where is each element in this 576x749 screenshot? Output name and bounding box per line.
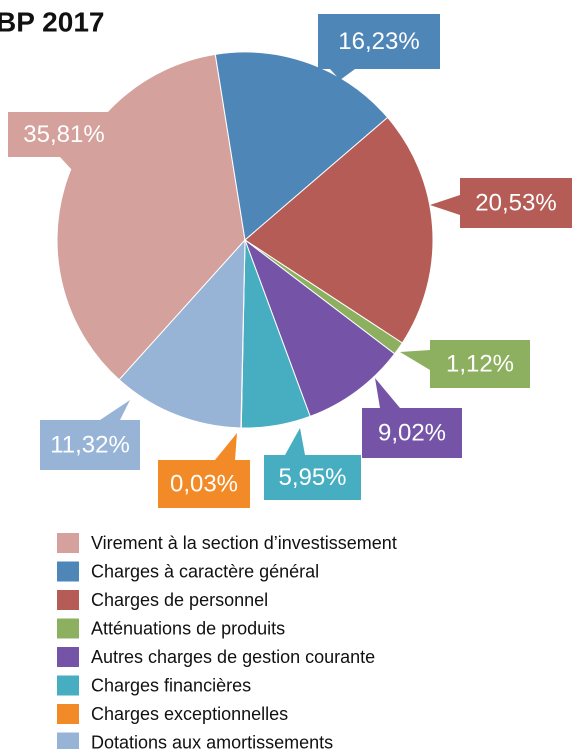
legend-swatch — [57, 675, 79, 696]
callout-box — [8, 112, 120, 157]
callout-pointer — [375, 378, 400, 408]
pie-slice — [243, 238, 396, 417]
legend-swatch — [57, 561, 79, 582]
legend-label: Autres charges de gestion courante — [91, 647, 375, 667]
legend-swatch — [57, 533, 79, 553]
legend-swatch — [57, 647, 79, 667]
callout-box — [158, 460, 250, 508]
legend-label: Charges à caractère général — [91, 561, 319, 581]
legend-swatch — [57, 704, 79, 724]
legend-label: Dotations aux amortissements — [91, 732, 333, 749]
data-label: 20,53% — [475, 189, 556, 216]
callout-pointer — [215, 433, 237, 460]
legend-label: Atténuations de produits — [91, 618, 285, 638]
callout-box — [40, 420, 140, 470]
pie-slice — [244, 116, 434, 344]
legend-label: Charges exceptionnelles — [91, 704, 288, 724]
legend-label: Charges de personnel — [91, 590, 268, 610]
legend-swatch — [57, 618, 79, 639]
data-label: 1,12% — [446, 350, 514, 377]
data-label: 16,23% — [338, 28, 419, 55]
callout-pointer — [60, 157, 95, 195]
pie-slice — [214, 51, 389, 241]
chart-title: BP 2017 — [0, 6, 104, 37]
callout-box — [362, 408, 462, 458]
callout-box — [460, 178, 572, 228]
callout-box — [318, 14, 440, 69]
pie-slice — [118, 238, 246, 429]
data-label: 0,03% — [170, 470, 238, 497]
callout-pointer — [330, 69, 355, 80]
legend-label: Virement à la section d’investissement — [91, 533, 397, 553]
data-label: 5,95% — [278, 464, 346, 491]
legend-swatch — [57, 590, 79, 610]
callout-pointer — [100, 400, 130, 420]
data-label: 35,81% — [23, 121, 104, 148]
callout-pointer — [400, 350, 430, 370]
callout-pointer — [285, 428, 305, 455]
data-label: 9,02% — [378, 419, 446, 446]
data-label: 11,32% — [50, 431, 130, 458]
callout-pointer — [430, 195, 460, 215]
legend-swatch — [57, 732, 79, 749]
legend-label: Charges financières — [91, 675, 251, 695]
callout-box — [264, 455, 361, 500]
callout-box — [430, 340, 530, 388]
